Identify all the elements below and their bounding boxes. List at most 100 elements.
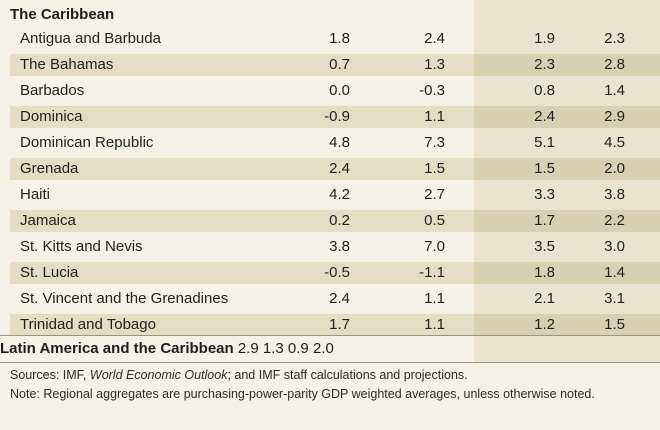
value-4: 1.4 <box>604 264 625 281</box>
value-3: 1.7 <box>534 212 555 229</box>
value-3: 3.3 <box>534 186 555 203</box>
value-2: 7.3 <box>424 134 445 151</box>
country-name: St. Lucia <box>20 264 79 281</box>
table-row: Haiti 4.2 2.7 3.3 3.8 <box>0 182 660 208</box>
row-projection-band <box>474 210 660 232</box>
table-row: Antigua and Barbuda 1.8 2.4 1.9 2.3 <box>0 26 660 52</box>
value-4: 2.8 <box>604 56 625 73</box>
country-name: Antigua and Barbuda <box>20 30 161 47</box>
value-1: 2.4 <box>329 290 350 307</box>
value-4: 2.0 <box>604 160 625 177</box>
total-divider <box>0 335 660 336</box>
country-name: Haiti <box>20 186 51 203</box>
table-row: Grenada 2.4 1.5 1.5 2.0 <box>0 156 660 182</box>
row-projection-band <box>474 54 660 76</box>
table-row: Barbados 0.0 -0.3 0.8 1.4 <box>0 78 660 104</box>
value-2: 1.1 <box>424 316 445 333</box>
value-1: -0.5 <box>324 264 350 281</box>
value-2: 2.4 <box>424 30 445 47</box>
value-2: 7.0 <box>424 238 445 255</box>
row-projection-band <box>474 236 660 258</box>
country-name: Trinidad and Tobago <box>20 316 156 333</box>
row-band <box>10 54 660 76</box>
total-v2: 1.3 <box>262 340 284 357</box>
row-projection-band <box>474 288 660 310</box>
value-1: 0.2 <box>329 212 350 229</box>
total-v3: 0.9 <box>287 340 309 357</box>
country-name: Jamaica <box>20 212 76 229</box>
value-4: 3.8 <box>604 186 625 203</box>
row-projection-band <box>474 158 660 180</box>
value-3: 5.1 <box>534 134 555 151</box>
row-band <box>10 106 660 128</box>
table-row: St. Vincent and the Grenadines 2.4 1.1 2.1 3… <box>0 286 660 312</box>
table-row: St. Lucia -0.5 -1.1 1.8 1.4 <box>0 260 660 286</box>
value-1: 1.7 <box>329 316 350 333</box>
row-projection-band <box>474 262 660 284</box>
value-2: -0.3 <box>419 82 445 99</box>
total-label: Latin America and the Caribbean <box>0 340 234 357</box>
value-3: 2.4 <box>534 108 555 125</box>
table-notes: Sources: IMF, World Economic Outlook; an… <box>10 366 650 404</box>
value-3: 0.8 <box>534 82 555 99</box>
value-4: 2.9 <box>604 108 625 125</box>
total-v4: 2.0 <box>312 340 334 357</box>
value-2: 0.5 <box>424 212 445 229</box>
table-row: Dominican Republic 4.8 7.3 5.1 4.5 <box>0 130 660 156</box>
row-projection-band <box>474 132 660 154</box>
value-3: 2.3 <box>534 56 555 73</box>
value-2: 1.3 <box>424 56 445 73</box>
value-2: 1.5 <box>424 160 445 177</box>
value-3: 1.5 <box>534 160 555 177</box>
table-row: Dominica -0.9 1.1 2.4 2.9 <box>0 104 660 130</box>
value-1: 0.7 <box>329 56 350 73</box>
table-row: The Bahamas 0.7 1.3 2.3 2.8 <box>0 52 660 78</box>
aggregates-note: Note: Regional aggregates are purchasing… <box>10 387 595 401</box>
value-1: 1.8 <box>329 30 350 47</box>
value-1: 0.0 <box>329 82 350 99</box>
value-3: 1.9 <box>534 30 555 47</box>
value-3: 2.1 <box>534 290 555 307</box>
row-band <box>10 158 660 180</box>
row-projection-band <box>474 106 660 128</box>
country-name: Grenada <box>20 160 79 177</box>
value-4: 2.3 <box>604 30 625 47</box>
table-row-total: Latin America and the Caribbean 2.9 1.3 … <box>0 336 660 362</box>
value-2: 1.1 <box>424 108 445 125</box>
value-4: 4.5 <box>604 134 625 151</box>
row-projection-band <box>474 184 660 206</box>
country-name: St. Kitts and Nevis <box>20 238 143 255</box>
country-name: Dominican Republic <box>20 134 154 151</box>
value-3: 1.2 <box>534 316 555 333</box>
value-1: 2.4 <box>329 160 350 177</box>
value-1: -0.9 <box>324 108 350 125</box>
value-1: 3.8 <box>329 238 350 255</box>
value-1: 4.2 <box>329 186 350 203</box>
total-v1: 2.9 <box>237 340 259 357</box>
notes-divider <box>0 362 660 363</box>
table-row: Trinidad and Tobago 1.7 1.1 1.2 1.5 <box>0 312 660 338</box>
country-name: Barbados <box>20 82 85 99</box>
value-3: 3.5 <box>534 238 555 255</box>
row-band <box>10 262 660 284</box>
value-4: 2.2 <box>604 212 625 229</box>
table-row: Jamaica 0.2 0.5 1.7 2.2 <box>0 208 660 234</box>
value-2: -1.1 <box>419 264 445 281</box>
value-4: 3.1 <box>604 290 625 307</box>
sources-note: Sources: IMF, World Economic Outlook; an… <box>10 368 468 382</box>
value-3: 1.8 <box>534 264 555 281</box>
value-4: 3.0 <box>604 238 625 255</box>
row-projection-band <box>474 80 660 102</box>
value-2: 2.7 <box>424 186 445 203</box>
country-name: St. Vincent and the Grenadines <box>20 290 229 307</box>
value-4: 1.4 <box>604 82 625 99</box>
row-projection-band <box>474 314 660 336</box>
country-name: Dominica <box>20 108 83 125</box>
section-title: The Caribbean <box>10 6 115 23</box>
row-band <box>10 210 660 232</box>
row-band <box>10 314 660 336</box>
value-1: 4.8 <box>329 134 350 151</box>
country-name: The Bahamas <box>20 56 114 73</box>
value-2: 1.1 <box>424 290 445 307</box>
table-row: St. Kitts and Nevis 3.8 7.0 3.5 3.0 <box>0 234 660 260</box>
